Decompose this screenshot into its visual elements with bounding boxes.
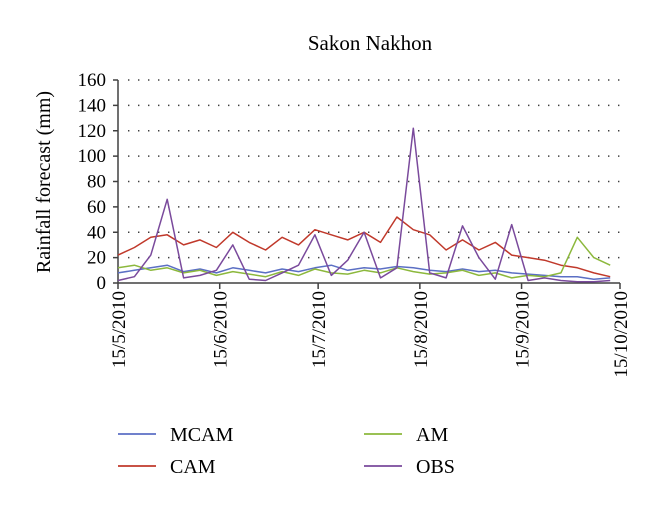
gridlines — [128, 79, 620, 259]
y-tick-label: 20 — [87, 248, 106, 269]
y-tick-label: 160 — [78, 70, 107, 91]
series-line-obs — [117, 127, 611, 283]
x-tick-label: 15/7/2010 — [309, 291, 330, 368]
x-tick-label: 15/5/2010 — [109, 291, 130, 368]
legend-label-am: AM — [416, 424, 448, 446]
x-tick-label: 15/10/2010 — [611, 291, 632, 378]
x-tick-label: 15/8/2010 — [411, 291, 432, 368]
y-tick-label: 40 — [87, 222, 106, 243]
x-tick-label: 15/9/2010 — [513, 291, 534, 368]
series-lines — [117, 127, 611, 283]
y-tick-label: 100 — [78, 146, 107, 167]
chart-title: Sakon Nakhon — [308, 31, 433, 55]
legend-label-mcam: MCAM — [170, 424, 234, 446]
y-tick-label: 0 — [97, 273, 107, 294]
legend-label-cam: CAM — [170, 456, 216, 478]
legend-label-obs: OBS — [416, 456, 455, 478]
y-axis-label: Rainfall forecast (mm) — [33, 91, 55, 273]
series-line-am — [117, 236, 611, 279]
y-tick-label: 140 — [78, 95, 107, 116]
x-tick-label: 15/6/2010 — [211, 291, 232, 368]
y-tick-label: 60 — [87, 197, 106, 218]
legend: MCAM CAM AM OBS — [118, 424, 455, 478]
series-line-mcam — [117, 264, 611, 280]
y-tick-label: 80 — [87, 172, 106, 193]
axes: 0 20 40 60 80 100 120 140 160 15/5/2010 15/6/2010 1… — [78, 70, 633, 378]
y-tick-label: 120 — [78, 121, 107, 142]
